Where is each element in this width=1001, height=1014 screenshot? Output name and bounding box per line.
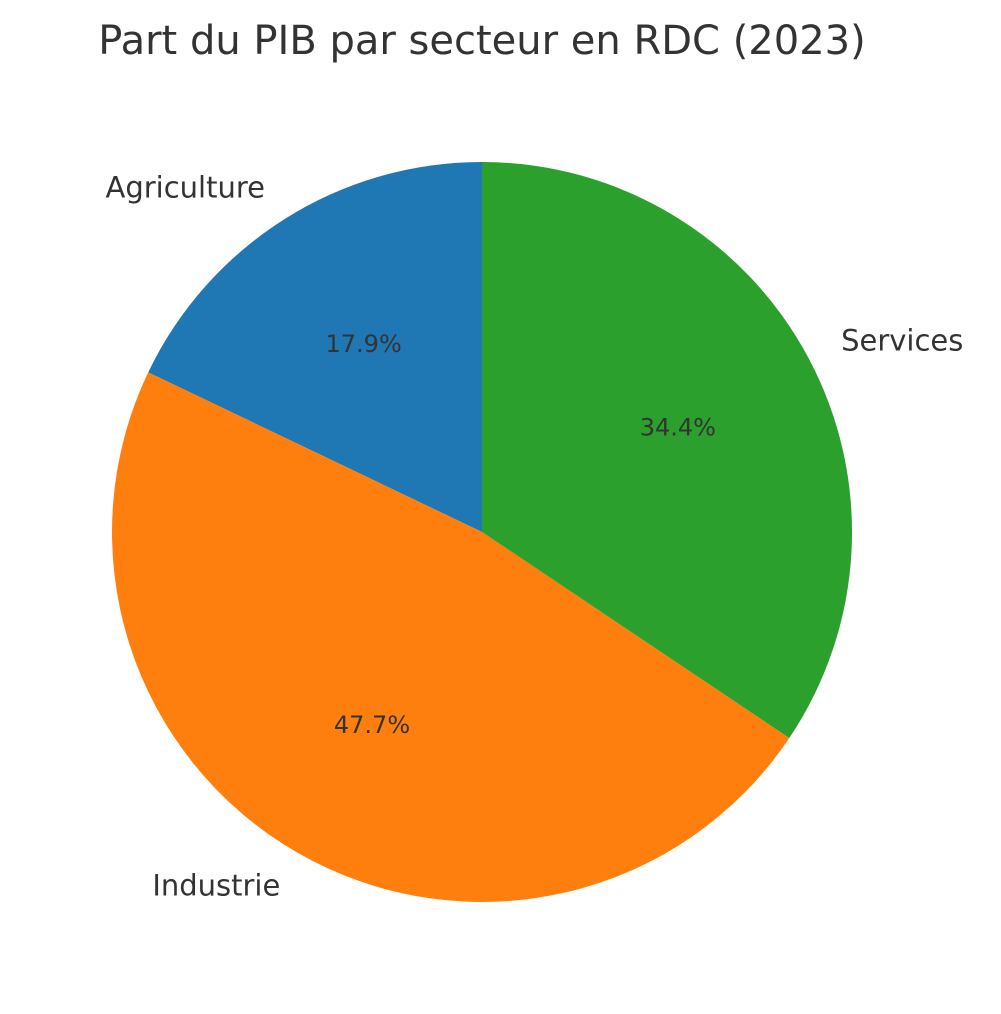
- slice-category-label: Industrie: [152, 869, 280, 903]
- pie-slice-services: [482, 162, 853, 739]
- pie-labels: 17.9% Agriculture 47.7% Industrie 34.4% Servi…: [105, 171, 963, 903]
- slice-percent-label: 17.9%: [326, 330, 402, 358]
- slice-percent-label: 47.7%: [334, 711, 410, 739]
- pie-slice-industrie: [111, 372, 790, 902]
- chart-title: Part du PIB par secteur en RDC (2023): [98, 18, 865, 64]
- slice-category-label: Agriculture: [105, 171, 265, 205]
- slice-category-label: Services: [841, 323, 963, 357]
- pie-slice-agriculture: [148, 162, 482, 532]
- slice-percent-label: 34.4%: [640, 414, 716, 442]
- pie-slices: [111, 162, 853, 902]
